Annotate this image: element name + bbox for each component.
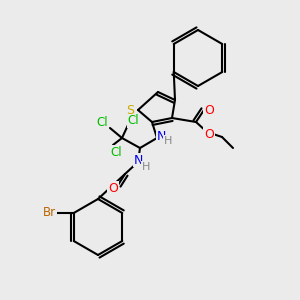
Text: O: O (204, 103, 214, 116)
Text: H: H (164, 136, 172, 146)
Text: Cl: Cl (127, 115, 139, 128)
Text: N: N (133, 154, 143, 166)
Text: Br: Br (43, 206, 56, 220)
Text: O: O (204, 128, 214, 140)
Text: N: N (156, 130, 166, 142)
Text: Cl: Cl (96, 116, 108, 130)
Text: Cl: Cl (110, 146, 122, 158)
Text: H: H (142, 162, 150, 172)
Text: O: O (108, 182, 118, 194)
Text: S: S (126, 103, 134, 116)
